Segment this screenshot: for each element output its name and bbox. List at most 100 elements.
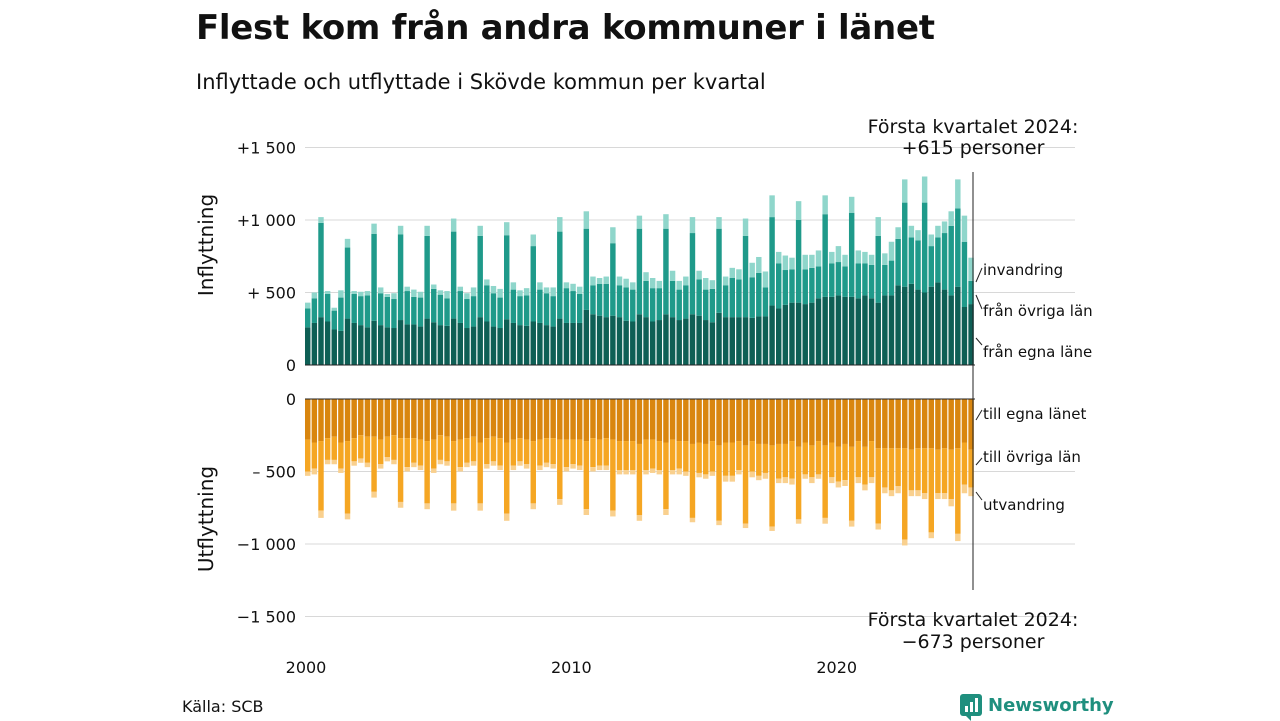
series-label-leader — [975, 491, 983, 501]
bar-immigration — [762, 271, 769, 288]
bar-to-other-counties — [716, 445, 722, 521]
bar-emigration — [331, 459, 337, 465]
bar-from-own-county — [550, 326, 556, 365]
bar-from-own-county — [696, 315, 702, 365]
bar-emigration — [596, 465, 603, 471]
bar-from-own-county — [908, 283, 915, 365]
bar-emigration — [517, 461, 523, 466]
bar-to-own-county — [576, 399, 583, 440]
bar-from-own-county — [656, 320, 663, 365]
bar-to-other-counties — [775, 443, 782, 479]
bar-from-own-county — [935, 282, 941, 365]
bar-immigration — [510, 282, 517, 290]
bar-from-own-county — [729, 317, 735, 365]
bar-immigration — [968, 257, 974, 281]
bar-from-other-counties — [424, 235, 430, 319]
brand-logo[interactable]: Newsworthy — [960, 694, 1114, 721]
bar-to-own-county — [610, 399, 616, 440]
bar-emigration — [477, 503, 483, 511]
bar-from-other-counties — [437, 294, 444, 326]
bar-from-other-counties — [941, 233, 948, 290]
bar-emigration — [444, 461, 450, 466]
bar-from-other-counties — [377, 293, 384, 326]
bar-to-own-county — [955, 399, 961, 449]
bar-from-own-county — [689, 314, 696, 365]
bar-to-own-county — [835, 399, 842, 447]
bar-to-other-counties — [530, 441, 536, 504]
bar-from-other-counties — [709, 288, 716, 323]
bar-immigration — [809, 254, 815, 268]
bar-to-other-counties — [676, 441, 682, 469]
bar-to-other-counties — [762, 443, 769, 473]
bar-immigration — [775, 251, 782, 264]
bar-emigration — [842, 480, 848, 486]
bar-emigration — [371, 491, 377, 498]
bar-from-other-counties — [331, 310, 337, 330]
bar-from-other-counties — [696, 279, 702, 316]
bar-from-own-county — [570, 322, 576, 365]
bar-emigration — [742, 523, 749, 529]
bar-to-own-county — [795, 399, 802, 447]
series-label-leader — [975, 294, 983, 310]
bar-from-own-county — [961, 307, 968, 365]
bar-immigration — [504, 222, 510, 236]
bar-emigration — [815, 474, 822, 479]
bar-to-own-county — [510, 399, 517, 440]
brand-name: Newsworthy — [988, 694, 1114, 716]
bar-from-other-counties — [928, 246, 934, 287]
bar-from-own-county — [789, 302, 795, 365]
bar-from-own-county — [623, 320, 629, 365]
x-tick-label: 2020 — [816, 658, 857, 677]
bar-from-own-county — [835, 295, 842, 365]
bar-to-other-counties — [848, 446, 855, 521]
bar-to-other-counties — [968, 449, 974, 488]
bar-to-own-county — [888, 399, 895, 449]
bar-from-other-counties — [683, 285, 689, 319]
bar-emigration — [510, 465, 517, 471]
bar-emigration — [809, 477, 815, 484]
bar-emigration — [557, 499, 563, 505]
bar-from-other-counties — [510, 289, 517, 323]
series-label-leader — [975, 457, 983, 466]
bar-to-own-county — [815, 399, 822, 442]
bar-to-other-counties — [795, 446, 802, 520]
y-tick-label: −1 500 — [237, 608, 296, 627]
bar-to-other-counties — [855, 441, 862, 478]
bar-immigration — [431, 284, 437, 289]
bar-from-own-county — [736, 317, 742, 365]
bar-emigration — [822, 517, 828, 524]
bar-from-other-counties — [557, 231, 563, 319]
bar-immigration — [935, 225, 941, 238]
bar-from-other-counties — [404, 291, 410, 325]
bar-to-own-county — [809, 399, 815, 446]
bar-from-own-county — [305, 327, 311, 365]
bar-from-other-counties — [318, 222, 324, 318]
bar-immigration — [404, 286, 410, 292]
bar-from-other-counties — [484, 285, 490, 322]
newsworthy-icon — [960, 694, 982, 721]
bar-to-own-county — [517, 399, 523, 439]
bar-from-own-county — [782, 304, 789, 365]
bar-to-other-counties — [431, 439, 437, 469]
bar-emigration — [590, 467, 596, 472]
bar-immigration — [782, 255, 789, 271]
bar-from-other-counties — [411, 296, 417, 325]
bar-to-own-county — [948, 399, 954, 450]
bar-immigration — [497, 288, 503, 298]
bar-immigration — [908, 225, 915, 238]
bar-to-other-counties — [490, 436, 497, 462]
bar-from-own-county — [921, 292, 928, 365]
bar-to-other-counties — [331, 436, 337, 460]
bar-emigration — [550, 464, 556, 469]
bar-emigration — [623, 470, 629, 475]
bar-to-other-counties — [689, 443, 696, 518]
bar-emigration — [782, 477, 789, 484]
bar-immigration — [941, 221, 948, 234]
bar-immigration — [424, 225, 430, 236]
bar-emigration — [484, 464, 490, 469]
bar-immigration — [868, 254, 875, 265]
bar-immigration — [457, 286, 464, 292]
bar-to-own-county — [882, 399, 888, 449]
bar-from-own-county — [915, 289, 921, 365]
